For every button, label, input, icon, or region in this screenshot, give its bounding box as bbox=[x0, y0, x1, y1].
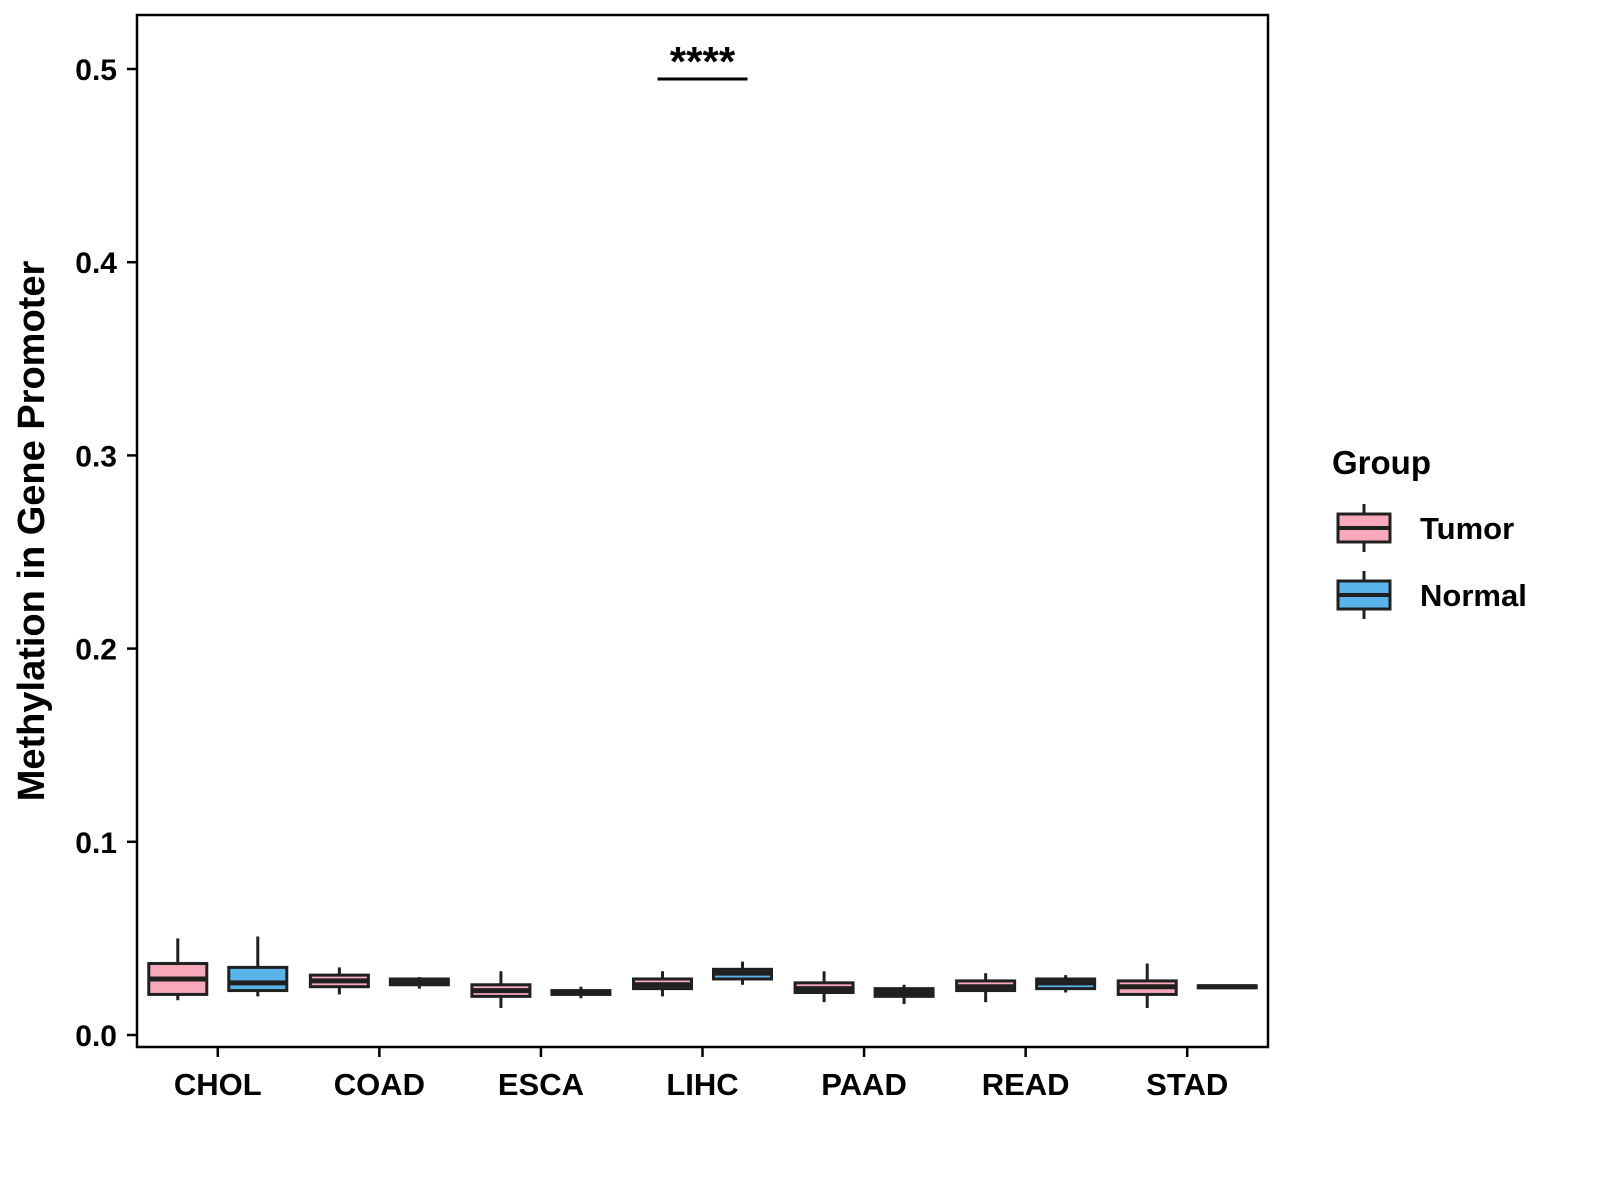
y-axis-title: Methylation in Gene Promoter bbox=[11, 261, 53, 802]
legend-label-Normal: Normal bbox=[1420, 578, 1527, 613]
y-tick-label: 0.1 bbox=[75, 827, 117, 860]
significance-stars: **** bbox=[670, 38, 736, 85]
y-tick-label: 0.5 bbox=[75, 54, 117, 87]
x-tick-label: LIHC bbox=[666, 1067, 738, 1102]
x-tick-label: READ bbox=[982, 1067, 1070, 1102]
x-tick-label: STAD bbox=[1146, 1067, 1228, 1102]
x-tick-label: COAD bbox=[334, 1067, 425, 1102]
y-tick-label: 0.0 bbox=[75, 1020, 117, 1053]
y-tick-label: 0.2 bbox=[75, 634, 117, 667]
x-tick-label: CHOL bbox=[174, 1067, 262, 1102]
y-tick-label: 0.4 bbox=[75, 247, 117, 280]
box-CHOL-Normal bbox=[227, 965, 289, 993]
x-tick-label: ESCA bbox=[498, 1067, 584, 1102]
legend-title: Group bbox=[1332, 444, 1431, 481]
panel-border bbox=[135, 13, 1270, 1049]
y-tick-label: 0.3 bbox=[75, 440, 117, 473]
legend-label-Tumor: Tumor bbox=[1420, 511, 1514, 546]
x-tick-label: PAAD bbox=[821, 1067, 907, 1102]
